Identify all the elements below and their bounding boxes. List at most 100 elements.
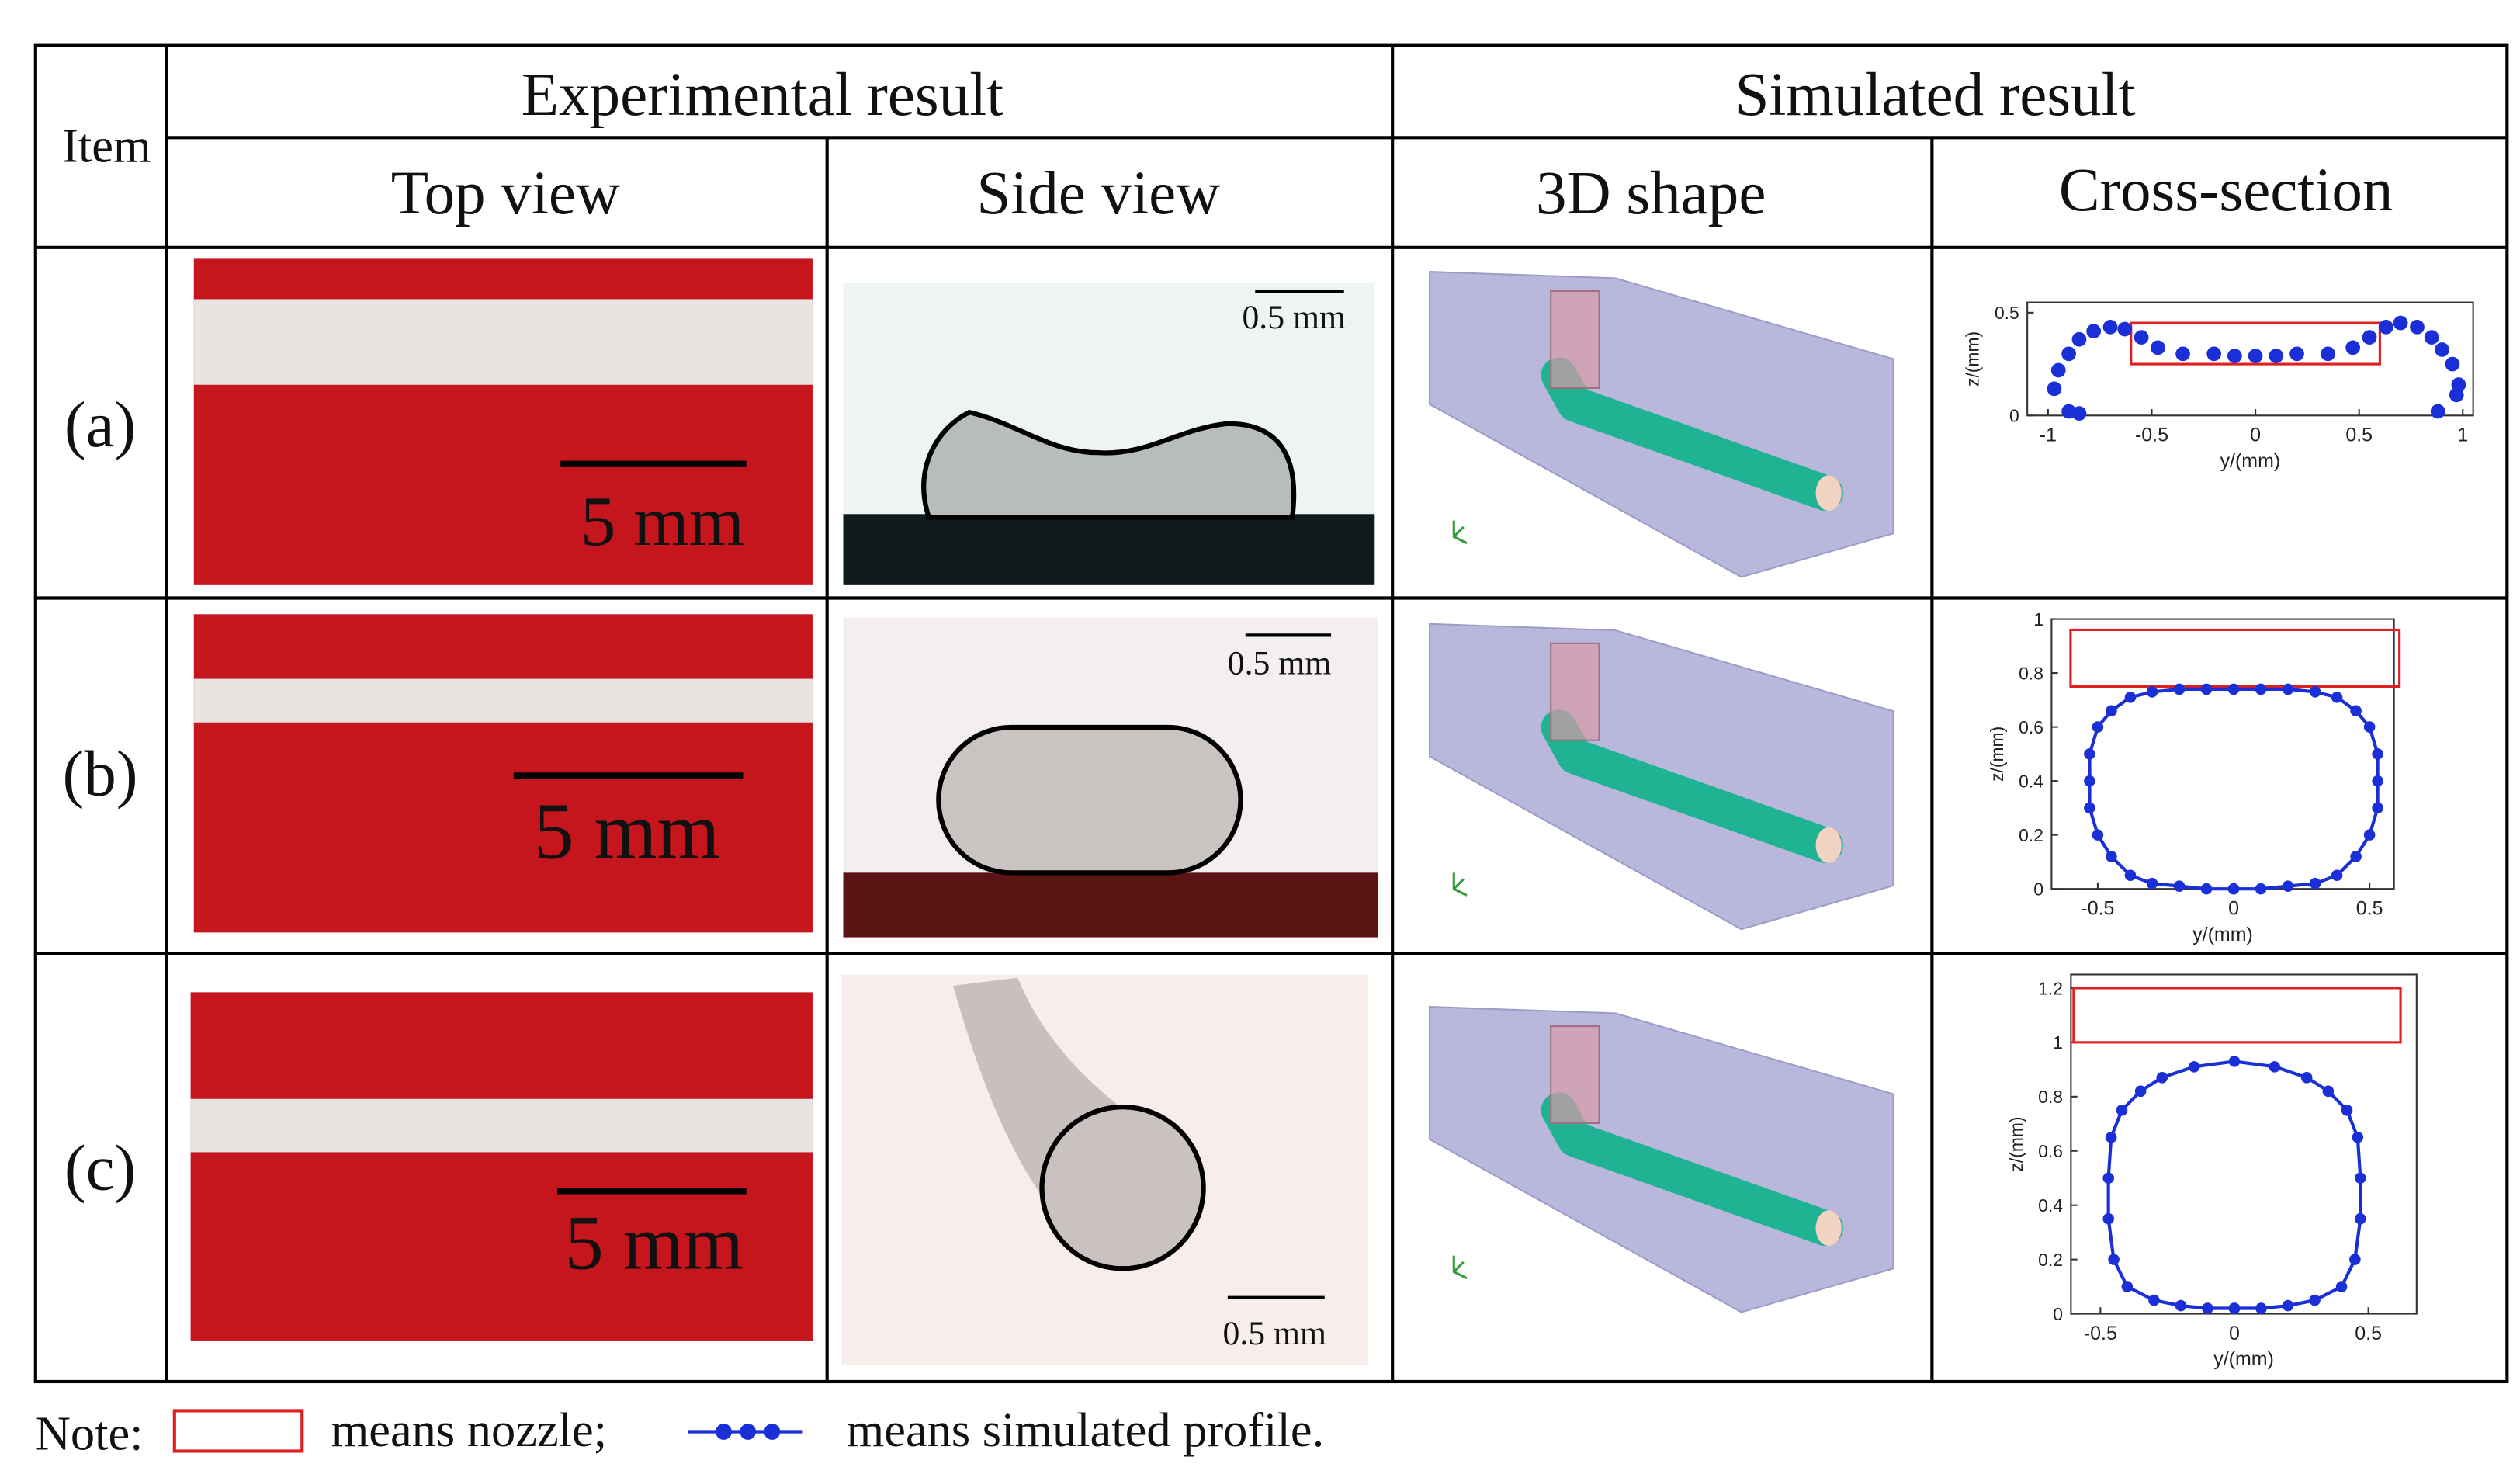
profile-point — [2071, 406, 2087, 421]
top-scale-label: 5 mm — [534, 786, 720, 876]
table-grid — [33, 43, 2509, 1384]
nozzle-legend-icon — [172, 1409, 304, 1453]
profile-point — [2410, 320, 2425, 335]
profile-point — [2106, 851, 2117, 862]
profile-point — [2300, 1072, 2313, 1084]
x-tick-label: 0 — [2229, 1323, 2240, 1344]
side-view-substrate — [843, 872, 1378, 938]
profile-point — [2289, 346, 2304, 362]
y-tick-label: 0 — [2009, 406, 2019, 426]
profile-point — [2228, 1302, 2241, 1314]
y-axis-label: z/(mm) — [2006, 1116, 2026, 1171]
y-tick-label: 0.2 — [2038, 1250, 2063, 1270]
x-tick-label: -0.5 — [2135, 425, 2168, 446]
profile-point — [2071, 331, 2087, 347]
profile-point — [2345, 340, 2361, 355]
column-header: 3D shape — [1536, 160, 1766, 227]
x-tick-label: -0.5 — [2084, 1323, 2117, 1344]
profile-point — [2102, 1212, 2114, 1225]
experimental-header: Experimental result — [522, 61, 1003, 129]
y-tick-label: 0 — [2053, 1304, 2063, 1324]
side-scale-label: 0.5 mm — [1222, 1315, 1326, 1352]
y-tick-label: 0.6 — [2019, 717, 2043, 737]
profile-point — [2269, 1061, 2281, 1073]
profile-point — [2363, 721, 2376, 733]
profile-point — [2379, 320, 2393, 335]
profile-point — [2372, 748, 2383, 760]
profile-point — [2435, 342, 2449, 357]
axis-triad — [1452, 520, 1468, 545]
profile-point — [2445, 356, 2460, 372]
side-scale-label: 0.5 mm — [1228, 644, 1332, 682]
profile-point — [2350, 705, 2362, 717]
profile-point — [2108, 1254, 2120, 1265]
profile-point — [2309, 686, 2321, 698]
profile-point — [2173, 683, 2186, 695]
y-tick-label: 1.2 — [2038, 978, 2063, 998]
profile-point — [2084, 775, 2095, 787]
x-axis-label: y/(mm) — [2220, 450, 2281, 472]
y-tick-label: 0.4 — [2038, 1195, 2063, 1216]
profile-legend-icon — [688, 1424, 803, 1440]
axis-triad — [1452, 872, 1468, 897]
note-nozzle: means nozzle; — [331, 1403, 607, 1457]
y-axis-label: z/(mm) — [1987, 727, 2007, 782]
nozzle — [1550, 642, 1600, 741]
profile-point — [2331, 692, 2343, 703]
profile-point — [2121, 1281, 2134, 1292]
top-view-line — [193, 299, 813, 385]
simulated-3d-shape — [1429, 623, 1894, 931]
profile-point — [2106, 705, 2117, 717]
top-view-line — [193, 678, 813, 723]
side-view-substrate — [843, 514, 1375, 585]
y-tick-label: 1 — [2053, 1032, 2063, 1053]
profile-point — [2227, 883, 2240, 895]
profile-point — [2173, 880, 2186, 892]
note-profile: means simulated profile. — [847, 1403, 1325, 1457]
row-label: (b) — [63, 738, 138, 810]
x-tick-label: 0.5 — [2355, 1323, 2382, 1344]
y-tick-label: 0.2 — [2019, 825, 2043, 845]
profile-point — [2134, 330, 2149, 345]
profile-point — [2354, 1172, 2366, 1184]
axis-triad — [1452, 1255, 1468, 1280]
nozzle — [1550, 290, 1600, 389]
profile-point — [2175, 1299, 2187, 1312]
y-tick-label: 0.8 — [2019, 663, 2043, 683]
row-label: (c) — [64, 1132, 136, 1204]
profile-point — [2206, 346, 2222, 362]
profile-point — [2146, 877, 2158, 890]
profile-point — [2372, 802, 2383, 814]
y-tick-label: 0.8 — [2038, 1087, 2063, 1107]
nozzle-rect — [2072, 987, 2402, 1044]
profile-point — [2430, 404, 2445, 419]
profile-point — [2322, 1085, 2335, 1098]
deposit-outline — [1039, 1105, 1206, 1271]
profile-point — [2393, 315, 2408, 331]
profile-point — [2084, 748, 2095, 760]
plot-frame — [2070, 973, 2418, 1315]
profile-point — [2050, 362, 2066, 378]
profile-point — [2148, 1294, 2160, 1306]
profile-point — [2309, 877, 2321, 890]
profile-point — [2248, 349, 2263, 363]
profile-point — [2331, 869, 2343, 882]
profile-point — [2449, 387, 2464, 403]
profile-point — [2228, 1056, 2241, 1067]
profile-point — [2372, 775, 2383, 787]
profile-point — [2116, 1105, 2128, 1116]
x-axis-label: y/(mm) — [2192, 924, 2253, 945]
profile-point — [2124, 869, 2137, 882]
profile-point — [2309, 1294, 2321, 1306]
profile-point — [2202, 1302, 2213, 1314]
profile-point — [2156, 1072, 2168, 1084]
simulated-3d-shape — [1429, 1006, 1894, 1313]
deposit-outline — [921, 409, 1297, 520]
y-tick-label: 0.5 — [1995, 303, 2019, 323]
nozzle-rect — [2130, 321, 2381, 366]
profile-point — [2282, 1299, 2294, 1312]
profile-point — [2282, 683, 2294, 695]
profile-point — [2084, 802, 2095, 814]
profile-point — [2200, 683, 2213, 695]
profile-point — [2227, 349, 2242, 363]
